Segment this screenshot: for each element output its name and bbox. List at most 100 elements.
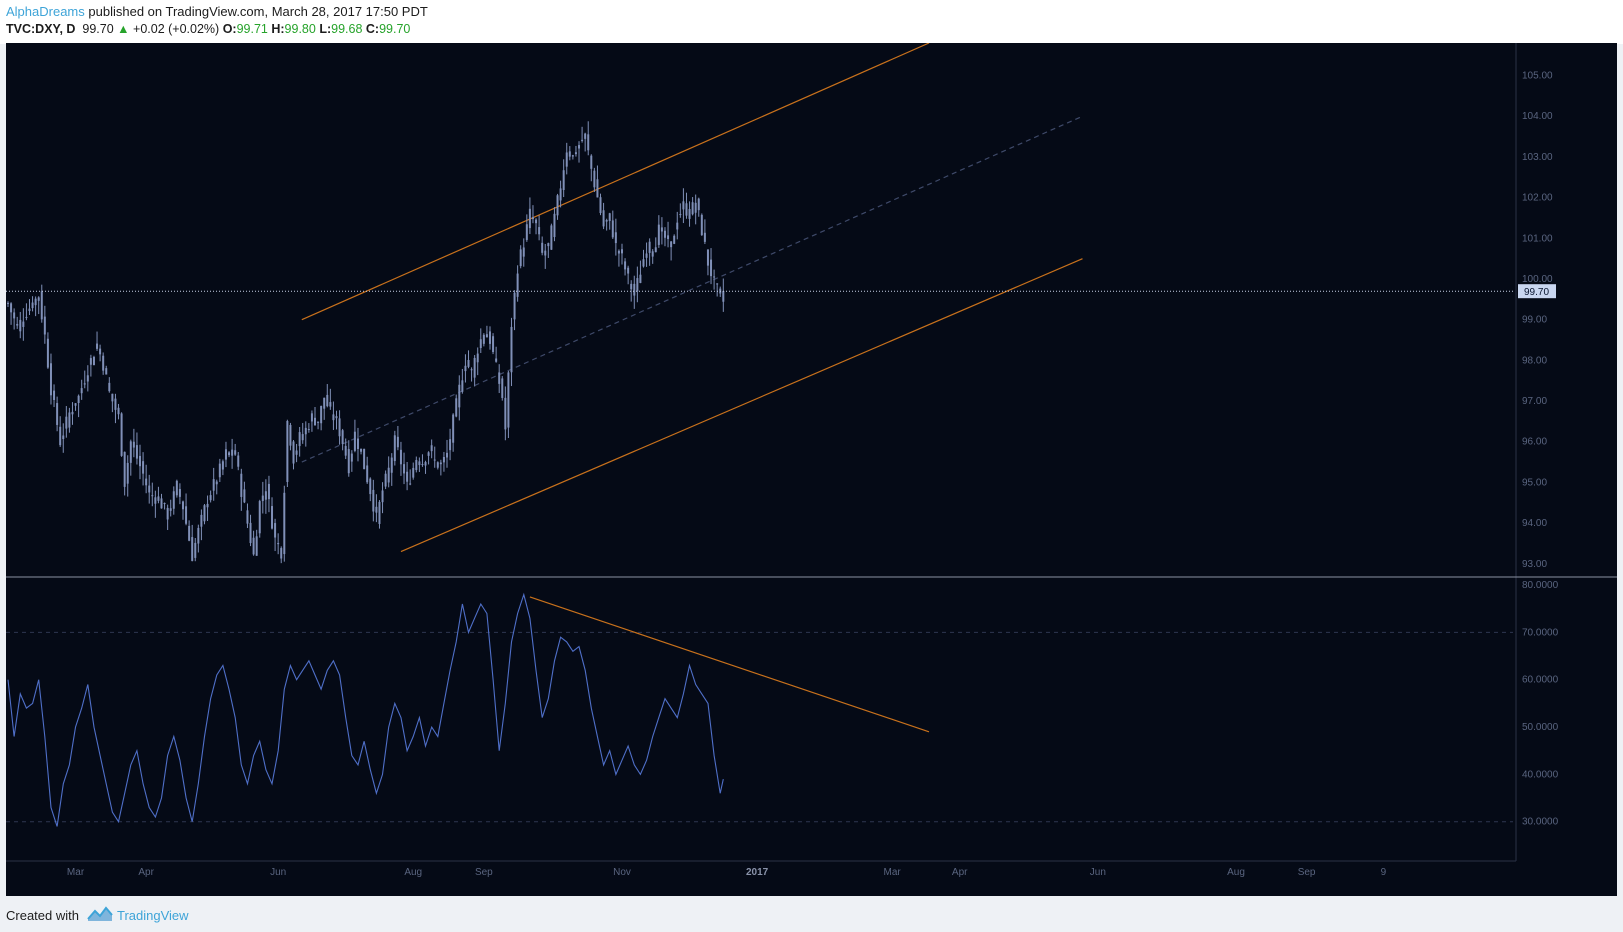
- price-bar-body: [679, 213, 682, 215]
- price-bar-body: [446, 452, 449, 458]
- price-bar-body: [132, 441, 135, 448]
- price-tick-label: 100.00: [1522, 274, 1553, 285]
- price-bar-body: [390, 457, 393, 473]
- time-axis-label: Sep: [475, 867, 493, 878]
- price-bar-body: [123, 451, 126, 487]
- price-bar-body: [102, 355, 105, 371]
- price-bar-body: [544, 250, 547, 256]
- channel-upper-line: [301, 42, 930, 321]
- rsi-tick-label: 50.0000: [1522, 722, 1559, 733]
- price-bar-body: [335, 416, 338, 419]
- price-bar-body: [697, 198, 700, 211]
- price-bar-body: [310, 413, 313, 422]
- price-bar-body: [203, 505, 206, 522]
- price-bar-body: [22, 321, 25, 327]
- price-bar-body: [541, 242, 544, 253]
- chart-svg[interactable]: 105.00 104.00 103.00 102.00 101.00 100.00 99.0…: [6, 42, 1617, 896]
- price-bar-body: [403, 464, 406, 474]
- price-bar-body: [240, 473, 243, 497]
- price-bar-body: [129, 441, 132, 463]
- last-price-label: 99.70: [1524, 287, 1549, 298]
- price-bar-body: [716, 283, 719, 285]
- price-bar-body: [627, 267, 630, 274]
- price-bar-body: [639, 274, 642, 283]
- last-price-badge: [1518, 284, 1556, 299]
- price-bar-body: [393, 435, 396, 462]
- price-bar-body: [473, 357, 476, 378]
- price-bar-body: [559, 188, 562, 201]
- price-bar-body: [301, 434, 304, 441]
- price-bar-body: [10, 303, 13, 313]
- price-bar-body: [243, 489, 246, 503]
- price-tick-label: 94.00: [1522, 518, 1547, 529]
- price-bar-body: [151, 495, 154, 497]
- chart-area[interactable]: 105.00 104.00 103.00 102.00 101.00 100.00 99.0…: [6, 42, 1617, 896]
- price-bar-body: [142, 461, 145, 474]
- price-bar-body: [19, 319, 22, 332]
- price-bar-body: [621, 249, 623, 254]
- price-bar-body: [212, 479, 215, 491]
- price-bar-body: [135, 445, 138, 459]
- price-bar-body: [111, 393, 114, 402]
- price-bar-body: [670, 241, 673, 248]
- price-bar-body: [117, 407, 120, 415]
- price-bar-body: [323, 397, 326, 409]
- price-bar-body: [80, 388, 83, 394]
- price-bar-body: [433, 459, 436, 461]
- price-bar-body: [25, 316, 28, 318]
- price-bar-body: [535, 219, 538, 224]
- price-bar-body: [504, 397, 507, 430]
- high-label: H:: [271, 22, 285, 36]
- price-bar-body: [657, 224, 660, 245]
- price-bar-body: [46, 338, 49, 368]
- price-bar-body: [442, 457, 445, 463]
- price-bar-body: [617, 250, 620, 254]
- price-bar-body: [510, 326, 513, 373]
- price-bar-body: [166, 507, 169, 520]
- price-bar-body: [492, 336, 495, 353]
- price-bar-body: [633, 283, 636, 296]
- time-axis-label: Mar: [67, 867, 85, 878]
- price-bar-body: [528, 208, 531, 229]
- price-bar-body: [424, 462, 427, 466]
- price-bar-body: [476, 353, 479, 363]
- price-bar-body: [62, 435, 65, 440]
- price-bar-body: [636, 278, 639, 292]
- price-bar-body: [74, 403, 77, 406]
- price-bar-body: [485, 334, 488, 338]
- price-bar-body: [452, 414, 455, 443]
- price-bar-body: [160, 498, 163, 509]
- price-bar-body: [584, 133, 587, 139]
- price-bar-body: [571, 155, 574, 157]
- price-bar-body: [261, 495, 264, 502]
- price-bar-body: [599, 197, 602, 214]
- price-bar-body: [700, 214, 703, 236]
- ohlc-line: TVC:DXY, D 99.70 ▲ +0.02 (+0.02%) O:99.7…: [6, 22, 410, 36]
- change-arrow-icon: ▲: [117, 22, 130, 36]
- price-bar-body: [372, 489, 375, 512]
- price-bar-body: [237, 455, 240, 467]
- price-bar-body: [65, 416, 68, 429]
- price-bar-body: [286, 420, 289, 482]
- price-bar-body: [53, 390, 56, 400]
- price-bar-body: [246, 510, 249, 524]
- price-bar-body: [384, 473, 387, 487]
- price-bar-body: [37, 297, 40, 301]
- time-axis-label: Apr: [952, 867, 968, 878]
- author-link[interactable]: AlphaDreams: [6, 4, 85, 19]
- price-bar-body: [498, 372, 501, 384]
- time-axis-label: Nov: [613, 867, 631, 878]
- price-tick-label: 98.00: [1522, 355, 1547, 366]
- price-bar-body: [188, 525, 191, 541]
- channel-lower-line: [400, 258, 1083, 553]
- price-bar-body: [231, 449, 234, 456]
- price-bar-body: [197, 527, 200, 544]
- price-bar-body: [464, 365, 467, 372]
- price-bar-body: [651, 251, 654, 257]
- change-value: +0.02 (+0.02%): [133, 22, 220, 36]
- price-bar-body: [145, 478, 148, 486]
- tradingview-brand[interactable]: TradingView: [117, 908, 189, 923]
- price-bar-body: [624, 261, 627, 270]
- price-bar-body: [206, 503, 209, 508]
- price-bar-body: [430, 445, 433, 452]
